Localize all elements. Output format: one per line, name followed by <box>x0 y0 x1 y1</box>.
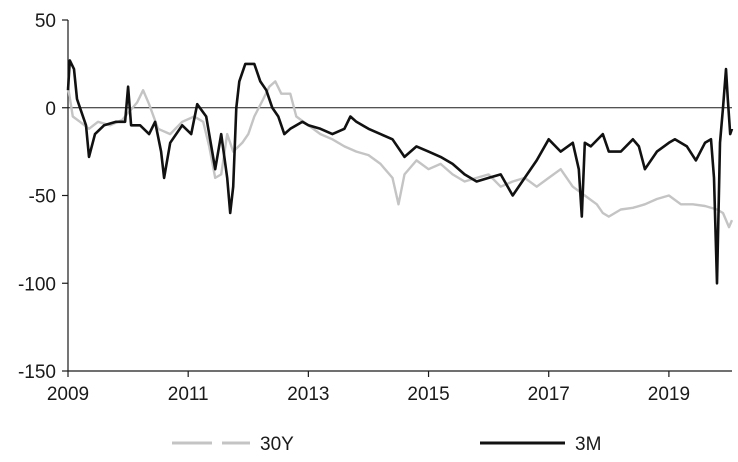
y-tick-label: 50 <box>35 11 56 32</box>
x-tick-label: 2015 <box>407 384 449 405</box>
y-tick-label: -100 <box>18 274 56 295</box>
legend: 30Y 3M <box>172 434 601 455</box>
legend-label-3m: 3M <box>575 434 601 455</box>
series-line-3m <box>66 59 734 285</box>
series-line-30y <box>66 80 734 229</box>
y-tick-label: 0 <box>45 99 56 120</box>
x-tick-label: 2011 <box>168 384 209 405</box>
legend-label-30y: 30Y <box>260 434 294 455</box>
y-tick-label: -50 <box>29 187 56 208</box>
x-tick-label: 2017 <box>528 384 570 405</box>
x-tick-label: 2009 <box>47 384 89 405</box>
x-tick-label: 2013 <box>287 384 329 405</box>
series-layer <box>66 59 734 285</box>
x-tick-label: 2019 <box>648 384 690 405</box>
y-tick-label: -150 <box>18 362 56 383</box>
